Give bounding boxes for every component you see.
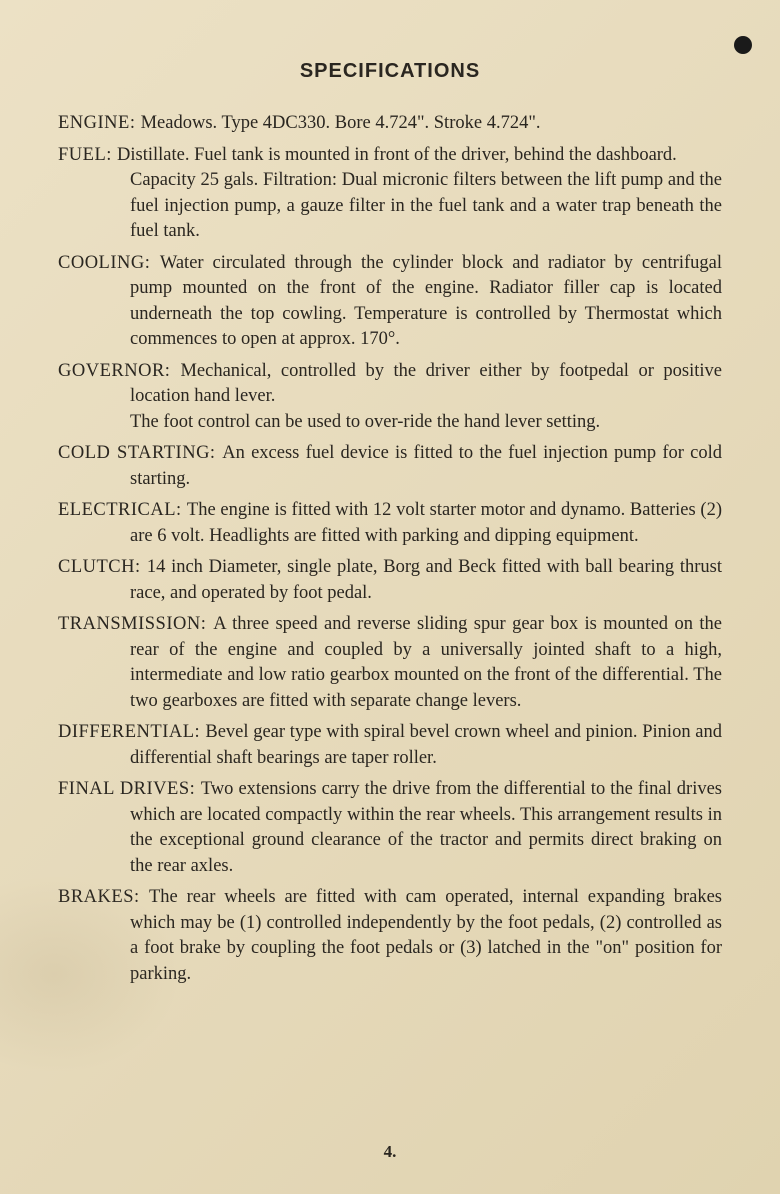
spec-entry: ELECTRICAL: The engine is fitted with 12… <box>58 498 722 549</box>
spec-entry: BRAKES: The rear wheels are fitted with … <box>58 885 722 987</box>
spec-text: COLD STARTING: An excess fuel device is … <box>58 441 722 492</box>
spec-entry: DIFFERENTIAL: Bevel gear type with spira… <box>58 720 722 771</box>
spec-body: Bevel gear type with spiral bevel crown … <box>130 722 722 768</box>
spec-label: DIFFERENTIAL: <box>58 722 205 742</box>
page-number: 4. <box>0 1142 780 1162</box>
spec-label: CLUTCH: <box>58 557 147 577</box>
spec-label: TRANSMISSION: <box>58 614 213 634</box>
spec-entry: COOLING: Water circulated through the cy… <box>58 251 722 353</box>
spec-label: FINAL DRIVES: <box>58 779 201 799</box>
spec-label: GOVERNOR: <box>58 361 180 381</box>
spec-text: ENGINE: Meadows. Type 4DC330. Bore 4.724… <box>58 111 722 137</box>
spec-text: CLUTCH: 14 inch Diameter, single plate, … <box>58 555 722 606</box>
spec-label: FUEL: <box>58 145 117 165</box>
spec-continuation: Capacity 25 gals. Filtration: Dual micro… <box>58 168 722 245</box>
spec-entry: FUEL: Distillate. Fuel tank is mounted i… <box>58 143 722 245</box>
spec-text: FINAL DRIVES: Two extensions carry the d… <box>58 777 722 879</box>
spec-body: The engine is fitted with 12 volt starte… <box>130 500 722 546</box>
spec-text: ELECTRICAL: The engine is fitted with 12… <box>58 498 722 549</box>
spec-entry: CLUTCH: 14 inch Diameter, single plate, … <box>58 555 722 606</box>
spec-body: Mechanical, controlled by the driver eit… <box>130 361 722 407</box>
page-title: SPECIFICATIONS <box>58 60 722 83</box>
spec-body: Two extensions carry the drive from the … <box>130 779 722 876</box>
spec-body: A three speed and reverse sliding spur g… <box>130 614 722 711</box>
spec-text: DIFFERENTIAL: Bevel gear type with spira… <box>58 720 722 771</box>
page: SPECIFICATIONS ENGINE: Meadows. Type 4DC… <box>0 0 780 1194</box>
spec-text: GOVERNOR: Mechanical, controlled by the … <box>58 359 722 410</box>
punch-hole <box>734 36 752 54</box>
spec-text: TRANSMISSION: A three speed and reverse … <box>58 612 722 714</box>
spec-body: 14 inch Diameter, single plate, Borg and… <box>130 557 722 603</box>
spec-text: BRAKES: The rear wheels are fitted with … <box>58 885 722 987</box>
spec-body: The rear wheels are fitted with cam oper… <box>130 887 722 984</box>
spec-label: COLD STARTING: <box>58 443 222 463</box>
spec-label: COOLING: <box>58 253 160 273</box>
spec-text: COOLING: Water circulated through the cy… <box>58 251 722 353</box>
spec-body: Water circulated through the cylinder bl… <box>130 253 722 350</box>
spec-body: Meadows. Type 4DC330. Bore 4.724". Strok… <box>141 113 541 133</box>
spec-body: Distillate. Fuel tank is mounted in fron… <box>117 145 677 165</box>
spec-entry: ENGINE: Meadows. Type 4DC330. Bore 4.724… <box>58 111 722 137</box>
spec-entry: GOVERNOR: Mechanical, controlled by the … <box>58 359 722 436</box>
spec-label: ELECTRICAL: <box>58 500 187 520</box>
spec-entry: FINAL DRIVES: Two extensions carry the d… <box>58 777 722 879</box>
spec-entry: COLD STARTING: An excess fuel device is … <box>58 441 722 492</box>
spec-text: FUEL: Distillate. Fuel tank is mounted i… <box>58 143 722 169</box>
spec-entry: TRANSMISSION: A three speed and reverse … <box>58 612 722 714</box>
specifications-list: ENGINE: Meadows. Type 4DC330. Bore 4.724… <box>58 111 722 988</box>
spec-label: ENGINE: <box>58 113 141 133</box>
spec-label: BRAKES: <box>58 887 149 907</box>
spec-continuation: The foot control can be used to over-rid… <box>58 410 722 436</box>
